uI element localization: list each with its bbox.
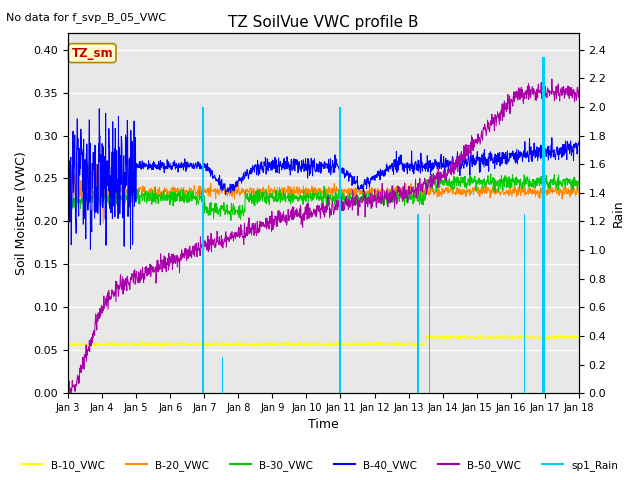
Y-axis label: Rain: Rain bbox=[612, 199, 625, 227]
Bar bbox=[429, 214, 430, 393]
Bar bbox=[341, 364, 342, 393]
Legend: B-10_VWC, B-20_VWC, B-30_VWC, B-40_VWC, B-50_VWC, sp1_Rain: B-10_VWC, B-20_VWC, B-30_VWC, B-40_VWC, … bbox=[18, 456, 622, 475]
Bar bbox=[339, 107, 341, 393]
Bar bbox=[543, 57, 545, 393]
Bar bbox=[524, 214, 525, 393]
Bar bbox=[202, 107, 204, 393]
Text: No data for f_svp_B_05_VWC: No data for f_svp_B_05_VWC bbox=[6, 12, 166, 23]
Text: TZ_sm: TZ_sm bbox=[72, 47, 113, 60]
X-axis label: Time: Time bbox=[308, 419, 339, 432]
Title: TZ SoilVue VWC profile B: TZ SoilVue VWC profile B bbox=[228, 15, 419, 30]
Y-axis label: Soil Moisture (VWC): Soil Moisture (VWC) bbox=[15, 151, 28, 275]
Bar bbox=[417, 214, 419, 393]
